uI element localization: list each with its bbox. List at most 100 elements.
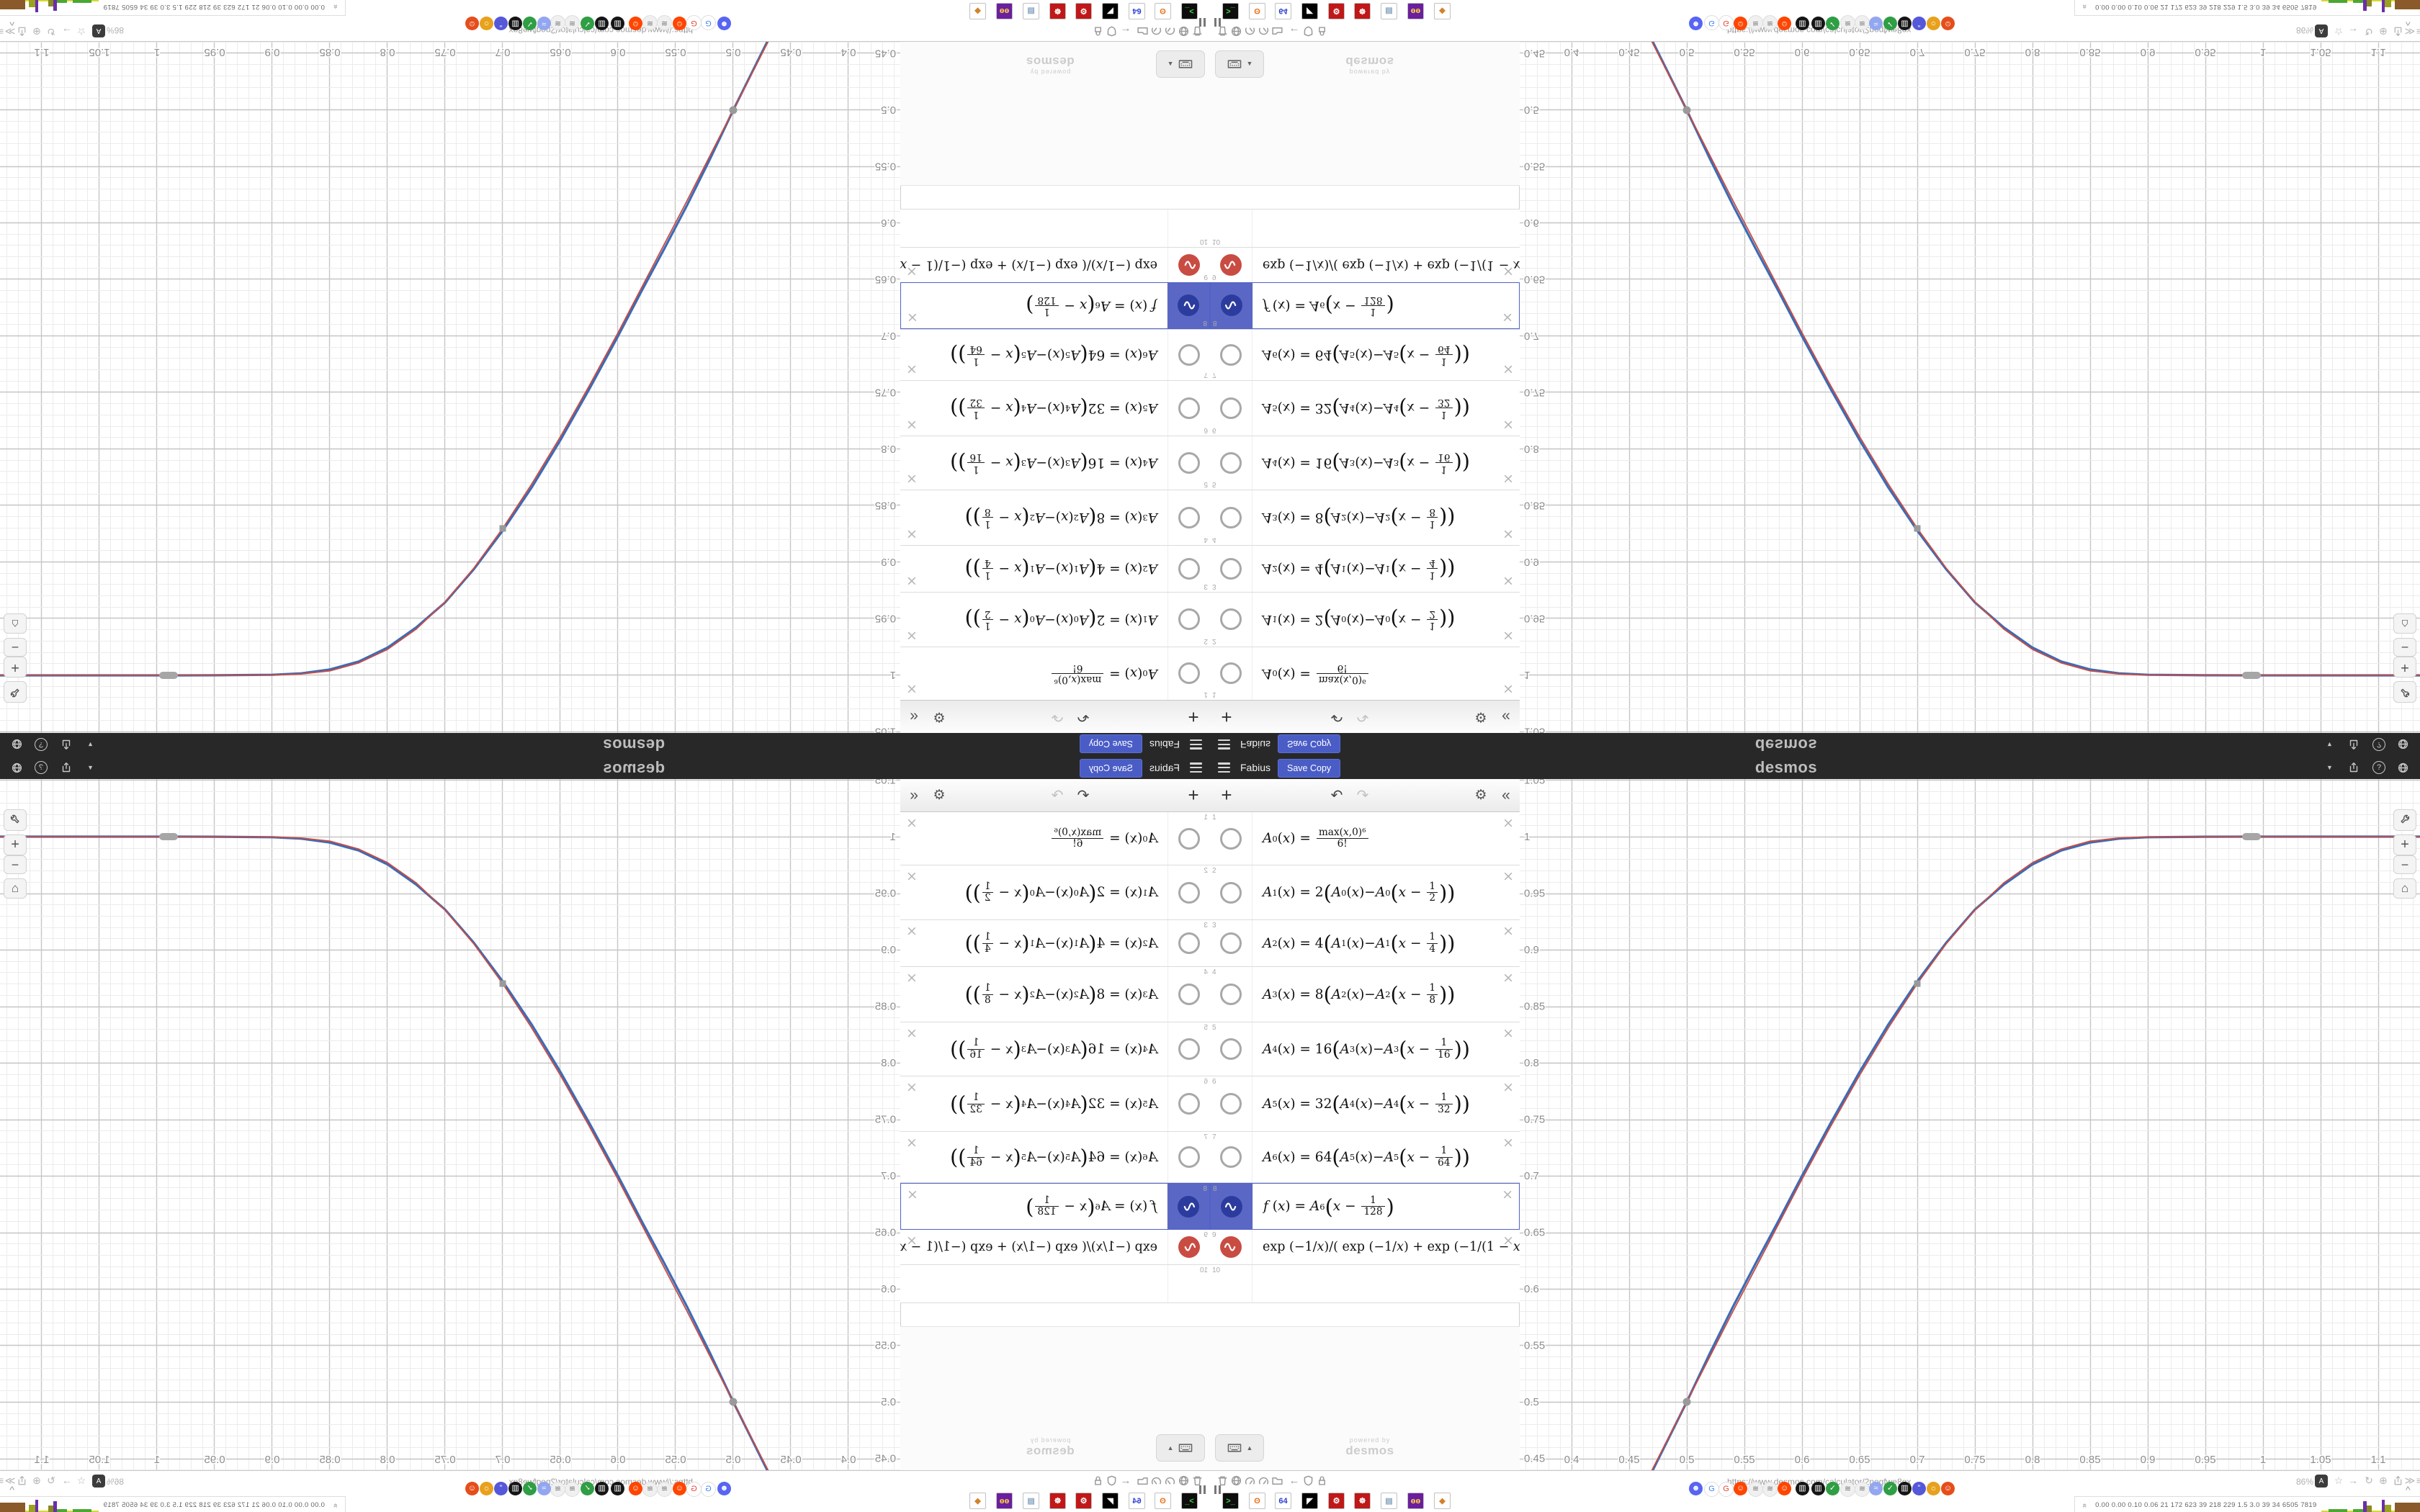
- taskbar-app-notepad[interactable]: ▤: [1381, 3, 1397, 19]
- hidden-plot-icon[interactable]: [1220, 1093, 1242, 1115]
- wrench-button[interactable]: [2393, 681, 2416, 703]
- menu-icon[interactable]: ≡: [2413, 25, 2420, 38]
- expression-icon-cell[interactable]: 4: [1168, 967, 1210, 1022]
- globe-icon[interactable]: [2397, 756, 2409, 779]
- expression-formula[interactable]: exp (−1/x)/( exp (−1/x) + exp (−1/(1 − x…: [900, 248, 1168, 282]
- home-button[interactable]: ⌂: [4, 878, 27, 899]
- expression-icon-cell[interactable]: 7: [1210, 330, 1252, 380]
- delete-expression-icon[interactable]: ×: [1502, 264, 1514, 279]
- expression-formula[interactable]: A 4(x) = 16(A 3(x)− A 3(x − 1 16)): [1252, 1022, 1520, 1076]
- settings-gear-icon[interactable]: ⚙: [1474, 788, 1487, 803]
- collapse-panel-icon[interactable]: «: [1502, 708, 1510, 726]
- shield-icon[interactable]: [1106, 1474, 1119, 1487]
- favicon-tab-green-check[interactable]: ✓: [581, 1482, 594, 1495]
- translate-icon[interactable]: A: [2315, 1475, 2328, 1488]
- hidden-plot-icon[interactable]: [1178, 507, 1200, 528]
- favicon-tab-barrel[interactable]: ▥: [508, 1482, 522, 1495]
- zoom-in-button[interactable]: +: [4, 834, 27, 855]
- home-button[interactable]: ⌂: [2393, 613, 2416, 634]
- delete-expression-icon[interactable]: ×: [1502, 628, 1514, 644]
- favicon-tab-fish[interactable]: ≋: [1855, 1482, 1870, 1497]
- delete-expression-icon[interactable]: ×: [906, 1233, 918, 1248]
- expression-formula[interactable]: [1252, 1265, 1520, 1302]
- plot-style-icon[interactable]: [1221, 1195, 1242, 1218]
- expression-formula[interactable]: A 6(x) = 64(A 5(x)− A 5(x − 1 64)): [1252, 1132, 1520, 1182]
- favicon-tab-green-check[interactable]: ✓: [523, 1482, 537, 1495]
- folder-icon[interactable]: [1137, 25, 1150, 38]
- chevrons-up-icon[interactable]: «: [331, 1503, 340, 1508]
- favicon-tab-discord[interactable]: ☻: [1689, 1482, 1703, 1495]
- panel-chevron-icon[interactable]: ^: [9, 17, 14, 28]
- expression-icon-cell[interactable]: 6: [1168, 381, 1210, 436]
- favicon-tab-fish[interactable]: ≋: [550, 1482, 565, 1497]
- arrow-left-icon[interactable]: ←: [1120, 1474, 1131, 1487]
- curve-red[interactable]: [1618, 836, 2420, 1470]
- expression-row[interactable]: 7 A 6(x) = 64(A 5(x)− A 5(x − 1 64)) ×: [1210, 1132, 1520, 1183]
- arrow-right-icon[interactable]: →: [62, 26, 72, 37]
- gauge-icon[interactable]: [1257, 25, 1270, 38]
- globe-icon[interactable]: ⊕: [2379, 1474, 2388, 1486]
- star-icon[interactable]: ☆: [2334, 26, 2344, 38]
- globe-icon[interactable]: ⊕: [2379, 26, 2388, 38]
- trash-icon[interactable]: [1216, 1474, 1229, 1487]
- collapse-panel-icon[interactable]: «: [910, 708, 918, 726]
- undo-icon[interactable]: ↶: [1330, 788, 1343, 804]
- star-icon[interactable]: ☆: [76, 1474, 86, 1486]
- favicon-tab-gear-sun[interactable]: ☼: [1927, 17, 1940, 30]
- favicon-tab-reddit[interactable]: ☺: [1734, 17, 1747, 30]
- favicon-tab-discord[interactable]: ☻: [1689, 17, 1703, 30]
- delete-expression-icon[interactable]: ×: [1502, 1025, 1514, 1041]
- expression-icon-cell[interactable]: 10: [1210, 210, 1252, 247]
- hidden-plot-icon[interactable]: [1220, 1146, 1242, 1168]
- hidden-plot-icon[interactable]: [1220, 662, 1242, 685]
- delete-expression-icon[interactable]: ×: [906, 1025, 918, 1041]
- wrench-button[interactable]: [4, 809, 27, 831]
- favicon-tab-reddit[interactable]: ☺: [629, 1482, 642, 1495]
- delete-expression-icon[interactable]: ×: [1502, 1187, 1513, 1202]
- expression-formula[interactable]: A 0(x) = max(x,0)6 6!: [900, 812, 1168, 865]
- delete-expression-icon[interactable]: ×: [907, 310, 918, 325]
- expression-icon-cell[interactable]: 5: [1210, 436, 1252, 490]
- share-icon[interactable]: [2391, 1474, 2404, 1487]
- lock-icon[interactable]: [1092, 1474, 1105, 1487]
- gauge-icon[interactable]: [1243, 25, 1256, 38]
- gauge-icon[interactable]: [1150, 1474, 1163, 1487]
- hidden-plot-icon[interactable]: [1220, 344, 1242, 366]
- delete-expression-icon[interactable]: ×: [1502, 573, 1514, 589]
- trash-icon[interactable]: [1191, 1474, 1204, 1487]
- favicon-tab-barrel[interactable]: ▥: [508, 17, 522, 30]
- expression-formula[interactable]: A 5(x) = 32(A 4(x)− A 4(x − 1 32)): [900, 381, 1168, 436]
- favicon-tab-reddit[interactable]: ☺: [673, 1482, 686, 1495]
- hidden-plot-icon[interactable]: [1178, 1146, 1200, 1168]
- refresh-icon[interactable]: ↻: [47, 1474, 55, 1486]
- curve-red[interactable]: [0, 42, 803, 676]
- favicon-tab-reddit[interactable]: ☺: [1734, 1482, 1747, 1495]
- gauge-icon[interactable]: [1257, 1474, 1270, 1487]
- plot-style-icon[interactable]: [1178, 1236, 1200, 1258]
- favicon-tab-fish[interactable]: ≋: [550, 15, 565, 30]
- expression-row[interactable]: 5 A 4(x) = 16(A 3(x)− A 3(x − 1 16)) ×: [900, 436, 1210, 490]
- home-button[interactable]: ⌂: [2393, 878, 2416, 899]
- save-copy-button[interactable]: Save Copy: [1079, 734, 1142, 753]
- expression-row[interactable]: 7 A 6(x) = 64(A 5(x)− A 5(x − 1 64)) ×: [1210, 329, 1520, 380]
- taskbar-app-firefox[interactable]: ʘ: [1155, 3, 1171, 19]
- expression-formula[interactable]: A 3(x) = 8(A 2(x)− A 2(x − 1 8)): [1252, 967, 1520, 1022]
- zoom-out-button[interactable]: −: [4, 638, 27, 657]
- favicon-tab-reddit[interactable]: ☺: [1778, 1482, 1791, 1495]
- expression-formula[interactable]: exp (−1/x)/( exp (−1/x) + exp (−1/(1 − x…: [1252, 1230, 1520, 1264]
- globe-icon[interactable]: [1178, 25, 1191, 38]
- hidden-plot-icon[interactable]: [1220, 397, 1242, 419]
- hidden-plot-icon[interactable]: [1178, 1093, 1200, 1115]
- keyboard-toggle-button[interactable]: ▲: [1215, 1434, 1264, 1462]
- hidden-plot-icon[interactable]: [1220, 608, 1242, 631]
- taskbar-app-floppy-64[interactable]: 64: [1275, 1493, 1291, 1509]
- zoom-in-button[interactable]: +: [4, 657, 27, 678]
- refresh-icon[interactable]: ↻: [2365, 26, 2373, 38]
- menu-icon[interactable]: [1190, 739, 1202, 750]
- expression-icon-cell[interactable]: 1: [1168, 647, 1210, 700]
- delete-expression-icon[interactable]: ×: [906, 417, 918, 433]
- expression-icon-cell[interactable]: 2: [1210, 865, 1252, 919]
